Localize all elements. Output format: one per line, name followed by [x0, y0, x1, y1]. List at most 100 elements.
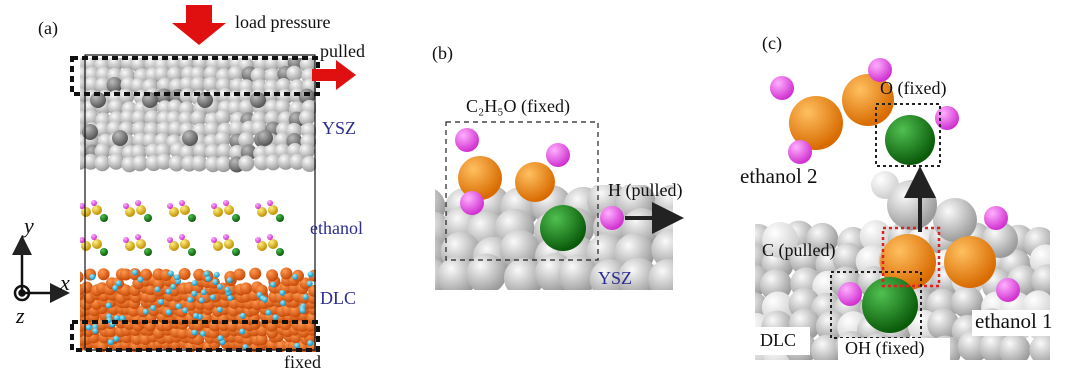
atom — [273, 314, 279, 320]
annotation: C₂H₅O (fixed) — [466, 96, 570, 117]
atom — [211, 237, 217, 243]
atom — [167, 237, 173, 243]
panel-a-atoms — [70, 55, 320, 353]
atom — [280, 267, 292, 279]
atom — [108, 154, 124, 170]
atom — [838, 282, 862, 306]
atom — [98, 268, 110, 280]
atom — [307, 281, 313, 287]
atom — [91, 234, 97, 240]
atom — [266, 269, 278, 281]
annotation: ethanol 2 — [740, 164, 818, 188]
atom — [191, 290, 197, 296]
atom — [86, 324, 92, 330]
atom — [100, 214, 108, 222]
atom — [176, 303, 182, 309]
atom — [210, 294, 216, 300]
atom — [458, 156, 502, 200]
annotation: fixed — [284, 352, 321, 372]
atom — [113, 336, 119, 342]
atom — [135, 234, 141, 240]
atom — [238, 155, 254, 171]
atom — [280, 300, 286, 306]
panel-label: (c) — [762, 33, 782, 54]
atom — [240, 313, 246, 319]
atom — [201, 289, 207, 295]
atom — [276, 248, 284, 256]
atom — [165, 288, 171, 294]
atom — [79, 237, 85, 243]
annotation: H (pulled) — [608, 180, 682, 201]
atom — [191, 155, 207, 171]
atom — [112, 130, 128, 146]
atom — [214, 272, 220, 278]
atom — [224, 205, 234, 215]
atom — [137, 277, 143, 283]
atom — [240, 282, 252, 294]
atom — [255, 237, 261, 243]
atom — [136, 205, 146, 215]
atom — [996, 278, 1020, 302]
atom — [515, 162, 555, 202]
atom — [460, 191, 484, 215]
atom — [217, 335, 223, 341]
layer-label: DLC — [320, 288, 356, 308]
atom — [135, 200, 141, 206]
atom — [217, 307, 223, 313]
atom — [292, 274, 298, 280]
atom — [193, 313, 199, 319]
atom — [123, 203, 129, 209]
atom — [170, 284, 176, 290]
annotation: load pressure — [235, 12, 330, 32]
atom — [303, 294, 309, 300]
atom — [600, 206, 624, 230]
axes-icon — [15, 245, 60, 300]
atom — [108, 339, 114, 345]
atom — [455, 128, 479, 152]
atom — [192, 280, 198, 286]
atom — [217, 284, 223, 290]
atom — [200, 331, 206, 337]
atom — [144, 214, 152, 222]
atom — [249, 268, 261, 280]
atom — [1029, 334, 1061, 366]
atom — [204, 271, 210, 277]
annotation: DLC — [760, 330, 796, 350]
atom — [270, 282, 276, 288]
atom — [279, 290, 285, 296]
atom — [166, 309, 172, 315]
atom — [223, 234, 229, 240]
atom — [224, 287, 230, 293]
atom — [232, 214, 240, 222]
atom — [106, 302, 112, 308]
atom — [81, 281, 93, 293]
annotation: OH (fixed) — [845, 338, 924, 359]
atom — [257, 130, 273, 146]
atom — [267, 234, 273, 240]
atom — [546, 143, 570, 167]
panel-label: (b) — [432, 43, 453, 64]
atom — [262, 297, 268, 303]
atom — [180, 239, 190, 249]
load-arrow — [172, 5, 226, 45]
atom — [944, 236, 996, 288]
atom — [648, 259, 688, 299]
atom — [158, 299, 164, 305]
atom — [887, 180, 937, 230]
atom — [211, 203, 217, 209]
atom — [167, 203, 173, 209]
panel-label: (a) — [38, 18, 58, 39]
annotation: ethanol 1 — [975, 309, 1053, 333]
atom — [100, 248, 108, 256]
atom — [276, 214, 284, 222]
atom — [999, 334, 1031, 366]
layer-label: YSZ — [322, 118, 356, 138]
figure: (a) load pressure pulled YSZ ethanol DLC… — [0, 0, 1075, 372]
atom — [143, 309, 149, 315]
atom — [180, 205, 190, 215]
atom — [233, 268, 245, 280]
annotation: C (pulled) — [762, 240, 836, 261]
atom — [300, 308, 306, 314]
axis-label: z — [15, 303, 25, 328]
atom — [179, 200, 185, 206]
